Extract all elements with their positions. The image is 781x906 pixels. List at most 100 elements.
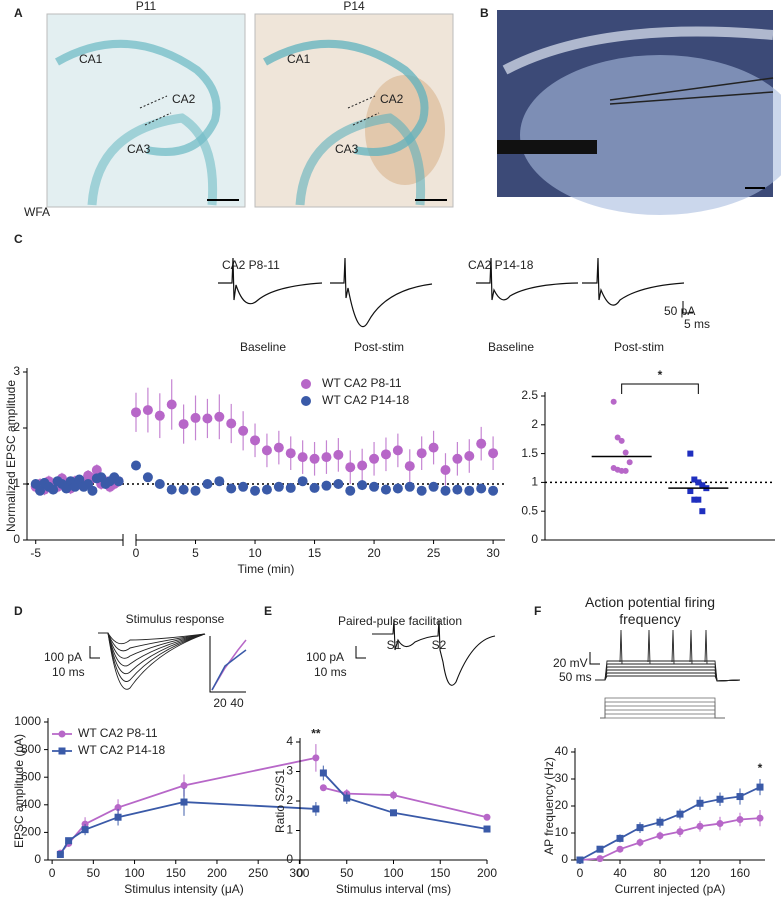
marker [312, 805, 320, 813]
x-axis-label: Time (min) [238, 562, 295, 576]
tissue [520, 55, 781, 215]
x-tick-label: 25 [427, 546, 441, 560]
chart-title: Paired-pulse facilitation [338, 614, 462, 628]
x-tick-label: 0 [577, 866, 584, 880]
marker [178, 484, 189, 495]
marker [312, 754, 320, 762]
marker [622, 467, 629, 474]
marker [440, 485, 451, 496]
epsc-trace [372, 619, 496, 686]
marker [180, 781, 188, 789]
pyramidal-layer [263, 39, 429, 156]
legend-label: WT CA2 P8-11 [322, 376, 402, 390]
marker [404, 461, 415, 472]
y-tick-label: 30 [555, 771, 569, 785]
marker [297, 476, 308, 487]
marker [699, 508, 706, 515]
x-tick-label: 160 [730, 866, 750, 880]
marker [483, 813, 491, 821]
scale-label: 100 pA [306, 650, 344, 664]
scale-label: 50 ms [559, 670, 592, 684]
marker [309, 482, 320, 493]
x-tick-label: 150 [430, 866, 450, 880]
x-tick-label: 80 [653, 866, 667, 880]
marker [716, 820, 724, 828]
marker [250, 485, 261, 496]
marker [297, 452, 308, 463]
y-tick-label: 0 [13, 532, 20, 546]
marker [333, 479, 344, 489]
scale-bar [682, 301, 693, 314]
marker [357, 480, 368, 491]
marker [190, 485, 201, 496]
marker [154, 479, 165, 489]
marker [273, 481, 284, 492]
x-tick-label: 200 [477, 866, 497, 880]
marker [319, 784, 327, 792]
region-label: CA2 [380, 92, 404, 106]
y-tick-label: 800 [21, 742, 41, 756]
x-tick-label: 0 [297, 866, 304, 880]
ca2-border [352, 112, 380, 126]
x-tick-label: 300 [289, 866, 309, 880]
marker [626, 459, 633, 466]
panel-label: B [480, 6, 489, 20]
trace-condition: Baseline [488, 340, 534, 354]
marker [614, 434, 621, 441]
x-tick-label: 30 [486, 546, 500, 560]
series-line [579, 786, 761, 861]
marker [488, 448, 499, 459]
action-potential [619, 629, 623, 665]
electrode [497, 140, 597, 154]
marker [416, 485, 427, 496]
marker [56, 850, 64, 858]
y-tick-label: 3 [13, 364, 20, 378]
marker [214, 476, 225, 487]
action-potential [704, 629, 708, 665]
y-tick-label: 1 [13, 476, 20, 490]
trace-condition: Post-stim [614, 340, 664, 354]
scale-bar [355, 646, 366, 659]
marker [273, 442, 284, 453]
epsc-trace [98, 632, 206, 690]
marker [65, 837, 73, 845]
y-axis-label: EPSC amplitude (pA) [12, 734, 26, 848]
marker [369, 481, 380, 492]
scale-bar [89, 646, 100, 659]
ca2-border [144, 112, 172, 126]
y-tick-label: 2 [13, 420, 20, 434]
y-tick-label: 1000 [14, 714, 41, 728]
y-tick-label: 1 [531, 475, 538, 489]
significance-bracket [621, 383, 699, 394]
voltage-trace [595, 675, 741, 682]
y-tick-label: 2.5 [521, 388, 538, 402]
scale-label: 10 ms [314, 665, 347, 679]
marker [452, 484, 463, 495]
marker [74, 474, 85, 485]
y-tick-label: 0 [531, 532, 538, 546]
marker [656, 818, 664, 826]
marker [113, 476, 124, 487]
y-tick-label: 400 [21, 797, 41, 811]
action-potential [671, 629, 675, 665]
marker [636, 824, 644, 832]
current-step [600, 705, 725, 719]
epsc-trace [98, 632, 206, 682]
marker [596, 855, 604, 863]
marker [285, 448, 296, 459]
action-potential [689, 629, 693, 665]
marker [716, 795, 724, 803]
marker [380, 484, 391, 495]
marker [756, 783, 764, 791]
y-tick-label: 1 [286, 823, 293, 837]
pipette [609, 77, 774, 101]
y-tick-label: 200 [21, 825, 41, 839]
marker [226, 483, 237, 494]
inset-axes [209, 636, 246, 693]
inset-tick-label: 40 [230, 696, 244, 710]
y-tick-label: 20 [555, 798, 569, 812]
marker [70, 481, 80, 492]
y-tick-label: 0.5 [521, 503, 538, 517]
x-tick-label: 100 [125, 866, 145, 880]
